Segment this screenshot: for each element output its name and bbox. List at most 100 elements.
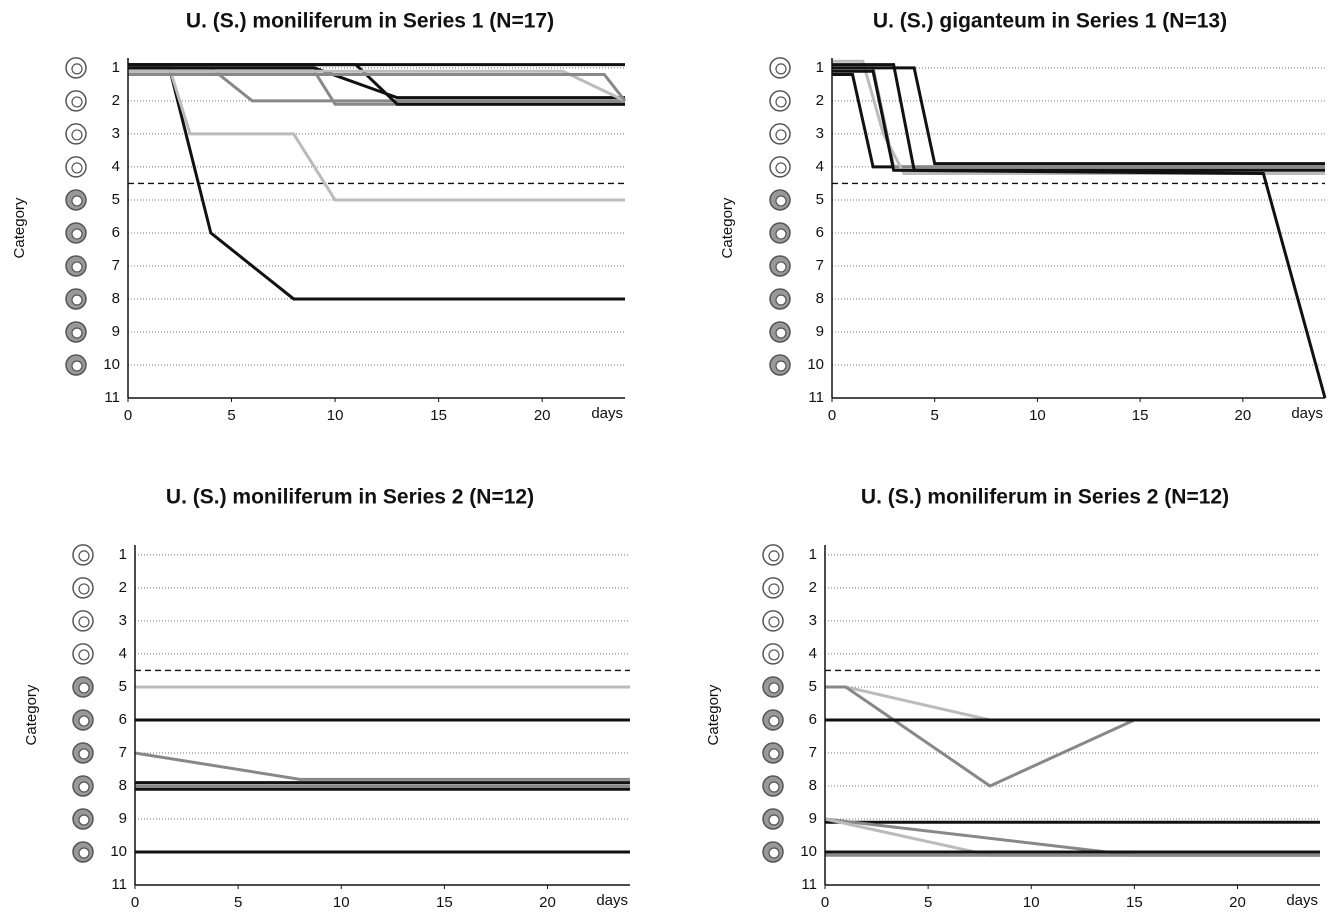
shell-inner [78,550,90,562]
x-tick-label: 15 [1126,894,1143,911]
shell-icon [762,544,784,566]
data-line [824,817,1320,857]
shell-inner [768,814,780,826]
shell-icon [72,676,94,698]
x-tick-label: 20 [539,894,556,911]
y-tick-label: 11 [111,876,127,893]
y-tick-label: 8 [119,777,127,794]
shell-inner [71,228,83,240]
data-line [128,66,625,202]
shell-icon [65,123,87,145]
y-tick-label: 8 [809,777,817,794]
x-tick-label: 5 [227,407,235,424]
shell-inner [71,360,83,372]
x-tick-label: 10 [327,407,344,424]
shell-icon [762,676,784,698]
shell-inner [768,682,780,694]
shell-inner [775,63,787,75]
shell-inner [775,195,787,207]
y-tick-label: 5 [809,678,817,695]
x-tick-label: 5 [924,894,932,911]
shell-icon [72,643,94,665]
shell-icon [72,709,94,731]
data-line [824,817,1320,857]
y-tick-label: 9 [112,323,120,340]
y-tick-label: 8 [112,290,120,307]
x-tick-label: 10 [1029,407,1046,424]
x-tick-label: 0 [821,894,829,911]
y-tick-label: 4 [816,158,824,175]
shell-inner [78,649,90,661]
y-tick-label: 6 [809,711,817,728]
shell-icon [769,321,791,343]
shell-inner [78,781,90,793]
y-tick-label: 2 [119,579,127,596]
shell-icon [72,577,94,599]
y-tick-label: 6 [112,224,120,241]
shell-icon [769,222,791,244]
shell-icon [72,610,94,632]
y-tick-label: 1 [112,59,120,76]
x-tick-label: 0 [124,407,132,424]
y-tick-label: 1 [809,546,817,563]
chart-panel: U. (S.) moniliferum in Series 2 (N=12) 1 2… [705,486,1320,911]
x-tick-label: 0 [828,407,836,424]
shell-icon [762,808,784,830]
shell-icon [65,57,87,79]
data-line [134,751,630,781]
shell-inner [768,781,780,793]
x-tick-label: 20 [1229,894,1246,911]
shell-icon [769,123,791,145]
shell-icon [72,808,94,830]
shell-icon [65,354,87,376]
data-line [832,63,1325,172]
shell-inner [768,583,780,595]
y-tick-label: 2 [816,92,824,109]
y-tick-label: 10 [103,356,120,373]
y-axis-label: Category [719,197,736,258]
data-line [832,66,1325,169]
shell-inner [768,847,780,859]
y-tick-label: 1 [816,59,824,76]
shell-inner [768,616,780,628]
shell-inner [71,294,83,306]
shell-icon [65,255,87,277]
y-tick-label: 7 [112,257,120,274]
data-line [128,69,625,106]
shell-icon [72,841,94,863]
shell-inner [768,550,780,562]
chart-panel: U. (S.) giganteum in Series 1 (N=13) 1 2 3 4… [719,10,1327,424]
y-tick-label: 10 [800,843,817,860]
y-tick-label: 5 [112,191,120,208]
shell-inner [775,129,787,141]
chart-panel: U. (S.) moniliferum in Series 2 (N=12) 1 2… [23,486,630,911]
shell-icon [762,775,784,797]
x-tick-label: 5 [931,407,939,424]
y-tick-label: 1 [119,546,127,563]
y-tick-label: 7 [119,744,127,761]
shell-icon [762,577,784,599]
y-tick-label: 6 [816,224,824,241]
data-line [832,69,1327,399]
data-line [825,685,1320,788]
data-line [128,69,626,103]
shell-icon [769,354,791,376]
chart-title: U. (S.) moniliferum in Series 2 (N=12) [166,486,534,509]
shell-icon [762,643,784,665]
y-tick-label: 3 [119,612,127,629]
shell-inner [71,96,83,108]
shell-inner [775,360,787,372]
shell-inner [768,715,780,727]
shell-inner [775,228,787,240]
y-tick-label: 11 [808,389,824,406]
shell-inner [775,261,787,273]
shell-inner [71,162,83,174]
x-tick-label: 15 [430,407,447,424]
shell-icon [762,610,784,632]
shell-icon [65,288,87,310]
shell-inner [768,649,780,661]
shell-inner [78,682,90,694]
x-axis-label: days [1286,892,1318,909]
y-tick-label: 5 [816,191,824,208]
shell-icon [762,841,784,863]
